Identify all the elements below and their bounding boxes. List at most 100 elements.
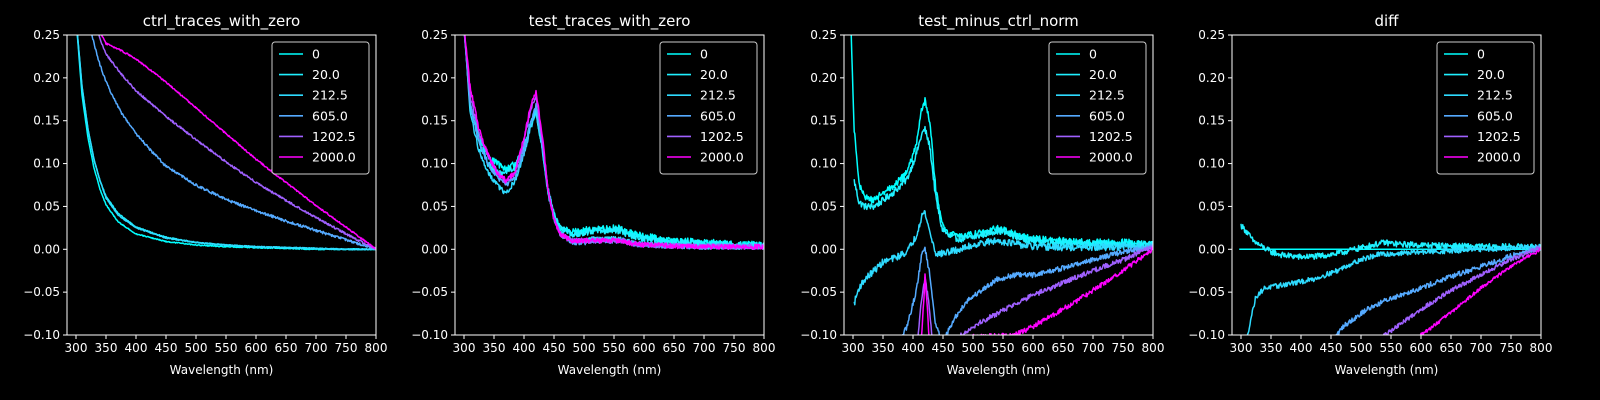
series-lines — [1239, 223, 1541, 335]
axes-frame — [843, 34, 1154, 336]
plot-panel-4: diff 300 350 400 450 500 550 600 650 700 750 800 −0.… — [1188, 12, 1552, 377]
x-tick-label: 500 — [573, 341, 596, 355]
legend-label: 0 — [700, 47, 708, 62]
x-axis-label: Wavelength (nm) — [558, 363, 662, 377]
series-lines — [850, 35, 1153, 335]
x-tick-label: 450 — [155, 341, 178, 355]
legend-label: 212.5 — [1477, 88, 1513, 103]
y-tick-label: 0.15 — [1198, 114, 1225, 128]
series-line-20.0 — [463, 35, 764, 250]
x-tick-label: 650 — [1440, 341, 1463, 355]
x-tick-label: 750 — [1112, 341, 1135, 355]
y-tick-label: 0.20 — [421, 71, 448, 85]
x-tick-label: 550 — [603, 341, 626, 355]
x-tick-label: 400 — [513, 341, 536, 355]
x-tick-label: 550 — [1380, 341, 1403, 355]
y-tick-label: −0.05 — [1188, 285, 1225, 299]
y-tick-label: 0.00 — [1198, 242, 1225, 256]
chart-title: test_traces_with_zero — [529, 12, 691, 31]
axes-frame — [1231, 34, 1542, 336]
x-tick-label: 450 — [1320, 341, 1343, 355]
legend-label: 1202.5 — [1477, 129, 1521, 144]
x-tick-label: 750 — [723, 341, 746, 355]
chart-title: diff — [1374, 12, 1399, 30]
series-line-212.5 — [76, 35, 376, 251]
legend-label: 20.0 — [312, 67, 340, 82]
x-tick-label: 400 — [125, 341, 148, 355]
x-axis-label: Wavelength (nm) — [1335, 363, 1439, 377]
x-tick-label: 800 — [753, 341, 776, 355]
x-tick-label: 400 — [902, 341, 925, 355]
y-tick-label: 0.05 — [33, 199, 60, 213]
legend-label: 0 — [1089, 47, 1097, 62]
series-line-605.0 — [91, 35, 376, 250]
y-tick-label: 0.25 — [33, 28, 60, 42]
y-tick-label: 0.05 — [810, 199, 837, 213]
series-line-2000.0 — [100, 35, 376, 250]
y-tick-label: −0.10 — [1188, 328, 1225, 342]
y-tick-label: 0.10 — [810, 157, 837, 171]
x-tick-label: 500 — [1350, 341, 1373, 355]
x-tick-label: 600 — [1022, 341, 1045, 355]
y-tick-label: 0.10 — [421, 157, 448, 171]
series-lines — [463, 35, 764, 251]
y-tick-label: 0.10 — [1198, 157, 1225, 171]
y-tick-label: −0.10 — [23, 328, 60, 342]
series-line-212.5 — [1246, 243, 1541, 335]
plot-panel-1: ctrl_traces_with_zero 300 350 400 450 500 550 6… — [23, 12, 387, 377]
series-line-1202.5 — [917, 244, 1153, 335]
y-tick-label: 0.25 — [1198, 28, 1225, 42]
y-tick-label: 0.15 — [33, 114, 60, 128]
series-line-2000.0 — [1418, 247, 1541, 335]
legend-label: 2000.0 — [700, 150, 744, 165]
x-tick-label: 550 — [992, 341, 1015, 355]
x-tick-label: 400 — [1290, 341, 1313, 355]
x-tick-label: 350 — [1260, 341, 1283, 355]
x-tick-label: 300 — [65, 341, 88, 355]
series-line-212.5 — [853, 210, 1153, 306]
y-tick-label: −0.05 — [411, 285, 448, 299]
x-tick-label: 650 — [663, 341, 686, 355]
x-tick-label: 300 — [1230, 341, 1253, 355]
x-tick-label: 300 — [842, 341, 865, 355]
y-tick-label: 0.25 — [810, 28, 837, 42]
legend-label: 605.0 — [700, 108, 736, 123]
series-lines — [76, 35, 376, 251]
y-tick-label: 0.15 — [810, 114, 837, 128]
legend-label: 20.0 — [1477, 67, 1505, 82]
y-tick-label: 0.15 — [421, 114, 448, 128]
y-tick-label: 0.00 — [810, 242, 837, 256]
x-tick-label: 600 — [245, 341, 268, 355]
y-tick-label: −0.10 — [800, 328, 837, 342]
legend-label: 1202.5 — [700, 129, 744, 144]
x-axis-label: Wavelength (nm) — [170, 363, 274, 377]
legend-label: 605.0 — [1089, 108, 1125, 123]
chart-title: ctrl_traces_with_zero — [143, 12, 300, 31]
x-tick-label: 650 — [1052, 341, 1075, 355]
x-tick-label: 650 — [275, 341, 298, 355]
legend-label: 212.5 — [1089, 88, 1125, 103]
x-tick-label: 800 — [365, 341, 388, 355]
legend: 0 20.0 212.5 605.0 1202.5 2000.0 — [271, 41, 370, 175]
x-tick-label: 700 — [693, 341, 716, 355]
y-tick-label: −0.10 — [411, 328, 448, 342]
x-tick-label: 700 — [1082, 341, 1105, 355]
y-tick-label: 0.20 — [33, 71, 60, 85]
series-line-1202.5 — [98, 35, 376, 250]
y-tick-label: −0.05 — [800, 285, 837, 299]
legend-label: 605.0 — [1477, 108, 1513, 123]
chart-title: test_minus_ctrl_norm — [918, 12, 1079, 31]
x-tick-label: 700 — [1470, 341, 1493, 355]
x-tick-label: 750 — [1500, 341, 1523, 355]
x-axis-label: Wavelength (nm) — [947, 363, 1051, 377]
x-tick-label: 700 — [305, 341, 328, 355]
legend: 0 20.0 212.5 605.0 1202.5 2000.0 — [1048, 41, 1147, 175]
axes-frame — [454, 34, 765, 336]
x-tick-label: 750 — [335, 341, 358, 355]
x-tick-label: 500 — [962, 341, 985, 355]
legend-label: 2000.0 — [1089, 150, 1133, 165]
series-line-1202.5 — [1382, 246, 1541, 335]
legend-label: 1202.5 — [312, 129, 356, 144]
legend-label: 605.0 — [312, 108, 348, 123]
